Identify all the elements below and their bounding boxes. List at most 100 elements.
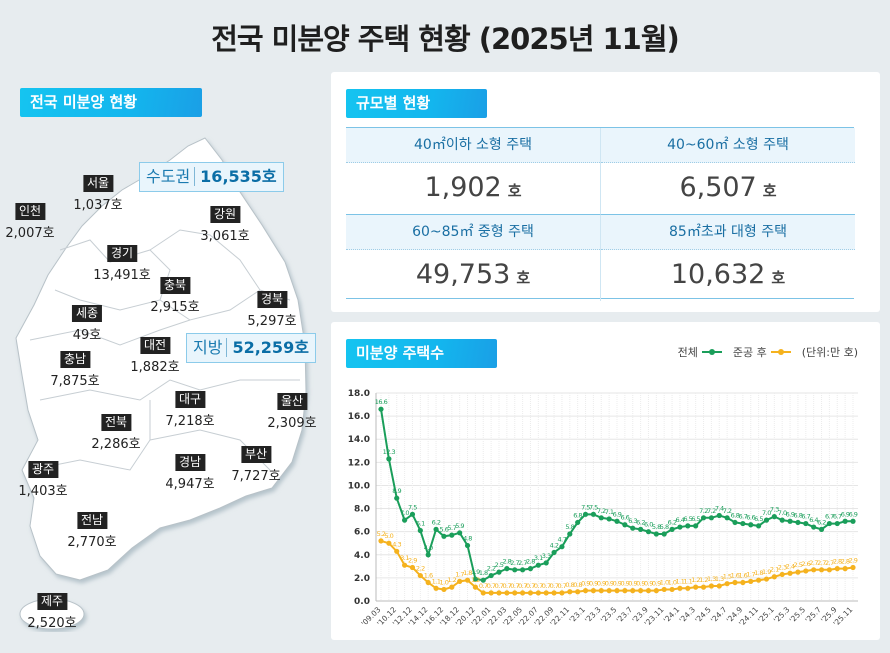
data-label: 4.2 (550, 541, 559, 549)
region-value: 1,037호 (73, 198, 123, 213)
korea-map (15, 137, 307, 630)
data-label: 1.8 (754, 569, 763, 577)
region-gyeonggi: 경기 13,491호 (93, 242, 151, 283)
data-point (409, 564, 416, 571)
data-label: 6.0 (644, 521, 653, 529)
size-unit: 호 (762, 182, 777, 200)
data-point (543, 560, 549, 566)
data-label: 6.4 (809, 516, 818, 524)
data-label: 6.3 (628, 517, 637, 525)
region-name: 대구 (174, 391, 206, 408)
data-point (535, 590, 541, 596)
x-tick-label: '24.1 (662, 605, 682, 625)
region-name: 강원 (209, 206, 241, 223)
data-point (378, 406, 384, 412)
data-point (732, 579, 738, 586)
data-label: 6.5 (683, 515, 692, 523)
x-tick-label: '25.1 (756, 605, 776, 625)
data-point (630, 525, 636, 531)
data-point (779, 571, 785, 578)
data-point (795, 519, 801, 526)
data-point (724, 515, 730, 521)
data-label: 1.2 (447, 576, 456, 584)
data-label: 2.1 (770, 566, 779, 574)
data-point (811, 567, 817, 573)
data-point (740, 520, 746, 527)
data-label: 7.1 (605, 508, 614, 516)
data-point (598, 515, 604, 521)
data-point (504, 590, 510, 596)
capital-area-label: 수도권 (146, 167, 191, 186)
data-point (575, 589, 581, 595)
data-label: 5.7 (447, 524, 456, 532)
region-value: 1,403호 (18, 484, 68, 499)
data-label: 7.2 (597, 507, 606, 515)
data-point (842, 518, 848, 524)
data-point (850, 564, 856, 571)
y-tick-label: 14.0 (348, 435, 370, 445)
data-label: 6.8 (573, 511, 582, 519)
data-point (818, 526, 825, 532)
region-chungbuk: 충북 2,915호 (150, 274, 200, 315)
data-label: 7.0 (400, 509, 409, 517)
region-daejeon: 대전 1,882호 (130, 334, 180, 375)
data-label: 5.8 (565, 523, 574, 531)
data-point (582, 511, 589, 517)
data-label: 1.9 (762, 568, 771, 576)
data-label: 1.8 (463, 569, 472, 577)
data-label: 7.2 (699, 507, 708, 515)
region-value: 5,297호 (247, 314, 297, 329)
data-point (803, 568, 809, 574)
data-point (394, 548, 400, 554)
data-point (677, 585, 683, 591)
legend-post-marker (771, 349, 792, 355)
data-point (582, 588, 589, 594)
data-point (716, 583, 722, 589)
data-point (787, 518, 793, 524)
data-point (464, 542, 471, 549)
data-point (417, 572, 423, 579)
data-label: 4.0 (424, 544, 433, 552)
data-point (590, 588, 596, 594)
data-label: 2.5 (794, 561, 803, 569)
y-tick-label: 4.0 (354, 551, 370, 561)
size-value-row: 6,507 호 (601, 163, 855, 216)
data-label: 6.9 (613, 510, 622, 518)
region-sejong: 세종 49호 (71, 302, 103, 343)
data-label: 1.5 (723, 573, 732, 581)
chart-card: 미분양 주택수 전체 준공 후 (단위:만 호) (331, 322, 880, 640)
data-point (748, 522, 754, 528)
data-point (630, 588, 636, 594)
data-label: 6.6 (620, 514, 629, 522)
data-point (763, 576, 770, 582)
data-label: 0.9 (628, 580, 637, 588)
region-name: 울산 (276, 393, 308, 410)
y-tick-label: 6.0 (354, 528, 370, 538)
region-value: 7,727호 (231, 469, 281, 484)
data-point (756, 577, 762, 583)
data-label: 2.7 (825, 559, 834, 567)
data-point (527, 590, 534, 596)
y-tick-label: 16.0 (348, 412, 370, 422)
data-point (449, 532, 455, 538)
region-value: 13,491호 (93, 268, 151, 283)
data-point (606, 588, 612, 594)
region-gyeongbuk: 경북 5,297호 (247, 288, 297, 329)
size-value-row: 49,753 호 (346, 250, 600, 303)
data-point (693, 584, 699, 590)
data-label: 16.6 (375, 398, 388, 406)
y-tick-label: 2.0 (354, 574, 370, 584)
data-label: 5.8 (652, 523, 661, 531)
legend-total-marker (702, 349, 723, 355)
data-label: 1.2 (471, 576, 480, 584)
size-value: 6,507 (679, 172, 757, 203)
data-label: 0.8 (565, 581, 574, 589)
data-point (520, 590, 526, 596)
data-label: 6.4 (676, 516, 685, 524)
data-point (590, 511, 596, 517)
data-point (669, 526, 675, 532)
data-point (653, 531, 659, 537)
size-unit: 호 (771, 269, 786, 287)
data-point (811, 524, 817, 530)
data-point (433, 526, 439, 532)
